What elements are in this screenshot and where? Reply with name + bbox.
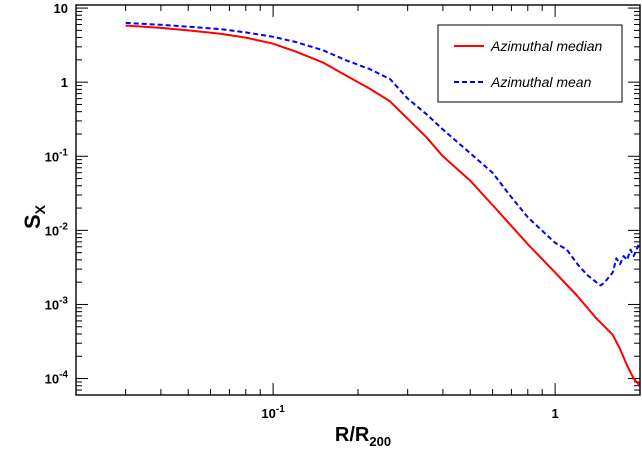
tick-labels: 10-1 1 10 1 10-1 10-2 10-3 10-4 — [45, 1, 559, 421]
y-axis-title-main: S — [20, 214, 45, 229]
y-tick-label: 10-1 — [45, 147, 69, 164]
legend: Azimuthal median Azimuthal mean — [437, 24, 623, 103]
x-axis-title: R/R200 — [335, 424, 391, 449]
y-tick-label: 10-4 — [45, 370, 69, 387]
legend-box — [437, 24, 623, 103]
legend-label-mean: Azimuthal mean — [490, 74, 592, 90]
y-tick-label: 10-3 — [45, 295, 69, 312]
x-axis-title-main: R/R — [335, 424, 370, 446]
y-tick-label: 1 — [61, 75, 68, 90]
x-tick-label: 10-1 — [261, 404, 285, 421]
series-layer — [125, 21, 641, 387]
y-axis-title-sub: X — [32, 204, 48, 214]
legend-label-median: Azimuthal median — [490, 38, 602, 54]
series-line-median — [125, 24, 641, 387]
x-axis-title-sub: 200 — [369, 434, 391, 449]
y-tick-label: 10 — [54, 1, 68, 16]
plot-frame — [75, 4, 641, 396]
y-axis-title: SX — [20, 204, 48, 229]
y-tick-label: 10-2 — [45, 221, 69, 238]
series-line-mean — [125, 21, 641, 287]
x-tick-label: 1 — [551, 406, 558, 421]
